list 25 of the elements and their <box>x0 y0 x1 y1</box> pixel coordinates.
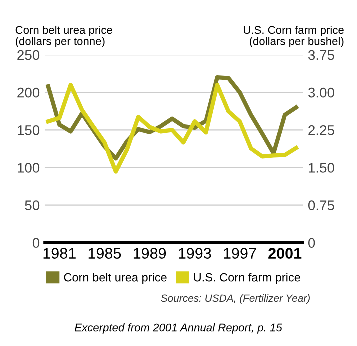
legend-label: Corn belt urea price <box>64 273 167 284</box>
y2-axis-title: U.S. Corn farm price (dollars per bushel) <box>244 26 344 48</box>
y2-tick-label: 3.75 <box>308 50 334 60</box>
y-tick-label: 200 <box>18 88 40 98</box>
y-tick-label: 0 <box>32 238 40 248</box>
y-tick-label: 100 <box>18 163 40 173</box>
x-tick-label: 2001 <box>268 248 302 259</box>
x-tick-label: 1981 <box>44 248 76 259</box>
y2-tick-label: 3.00 <box>308 88 334 98</box>
x-tick-label: 1997 <box>224 248 256 259</box>
x-tick-label: 1989 <box>134 248 166 259</box>
y2-tick-label: 2.25 <box>308 126 334 136</box>
source-note: Sources: USDA, (Fertilizer Year) <box>161 294 310 304</box>
y2-tick-label: 0.75 <box>308 200 334 210</box>
y-tick-label: 50 <box>25 200 40 210</box>
y-axis-title: Corn belt urea price (dollars per tonne) <box>16 26 112 48</box>
y-tick-label: 150 <box>18 126 40 136</box>
text: Excerpted from 2001 Annual Report, p. 15 <box>74 324 282 334</box>
y2-tick-label: 1.50 <box>309 163 334 173</box>
x-tick-label: 1985 <box>88 248 122 259</box>
y-tick-label: 250 <box>18 50 40 60</box>
legend-label: U.S. Corn farm price <box>194 273 300 284</box>
line-series <box>46 82 298 174</box>
y2-tick-label: 0 <box>308 238 316 248</box>
x-tick-label: 1993 <box>179 248 212 259</box>
